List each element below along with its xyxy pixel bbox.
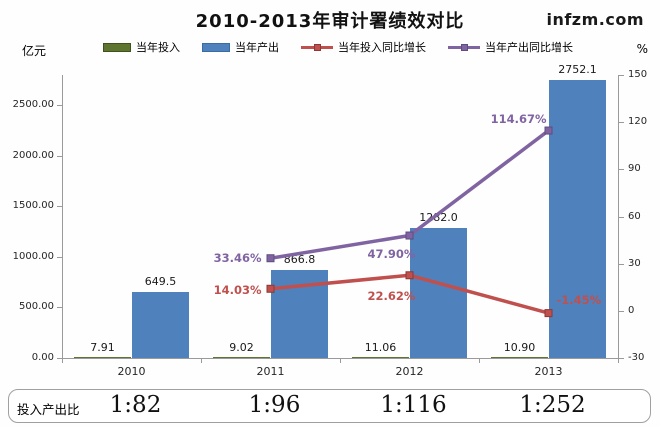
left-axis-unit: 亿元 — [22, 44, 47, 58]
output-bar — [549, 79, 606, 358]
legend-item: 当年产出 — [202, 39, 279, 55]
legend-label: 当年产出同比增长 — [485, 41, 573, 54]
legend-item: 当年产出同比增长 — [448, 39, 573, 55]
x-axis-label: 2012 — [395, 365, 424, 378]
output-growth-label: 114.67% — [490, 111, 547, 126]
legend-line-swatch — [448, 43, 480, 52]
ratio-value: 1:82 — [109, 392, 162, 418]
ratio-value: 1:96 — [248, 392, 301, 418]
legend-label: 当年产出 — [235, 41, 279, 54]
ratio-value: 1:116 — [380, 392, 447, 418]
invest-value-label: 10.90 — [503, 341, 536, 354]
right-axis-tick — [619, 169, 624, 171]
line-marker — [544, 126, 553, 135]
output-value-label: 2752.1 — [558, 62, 597, 76]
left-axis-line — [62, 75, 63, 358]
invest-bar — [352, 356, 409, 358]
invest-growth-label: 22.62% — [367, 289, 416, 304]
left-axis-tick-label: 2500.00 — [12, 99, 54, 111]
left-axis-tick-label: 0.00 — [31, 352, 54, 363]
x-axis-tick — [201, 358, 202, 363]
x-axis-label: 2011 — [256, 365, 285, 378]
ratio-table-box — [8, 389, 651, 423]
legend-bar-swatch — [202, 42, 230, 52]
x-axis-label: 2010 — [117, 365, 146, 378]
line-marker — [266, 254, 275, 263]
left-axis-tick-label: 2000.00 — [12, 149, 54, 161]
right-axis-tick-label: 120 — [628, 116, 648, 128]
right-axis-tick — [619, 75, 624, 76]
right-axis-tick-label: 90 — [628, 163, 641, 175]
left-axis-tick-label: 1500.00 — [12, 200, 54, 212]
right-axis-tick-label: 0 — [628, 304, 635, 316]
left-axis-tick — [57, 105, 62, 107]
right-axis-tick-label: 30 — [628, 257, 641, 269]
invest-growth-label: -1.45% — [556, 293, 602, 308]
left-axis-tick-label: 500.00 — [19, 301, 54, 313]
output-bar — [410, 228, 467, 358]
chart-title: 2010-2013年审计署绩效对比 — [195, 11, 465, 32]
legend-bar-swatch — [103, 42, 131, 52]
legend-marker — [460, 43, 468, 51]
legend-marker — [313, 43, 321, 51]
left-axis-tick-label: 1000.00 — [12, 250, 54, 262]
left-axis-tick — [57, 206, 62, 208]
left-axis-tick — [57, 358, 62, 359]
legend-line-swatch — [301, 43, 333, 52]
right-axis-tick — [619, 263, 624, 265]
invest-value-label: 9.02 — [229, 341, 254, 354]
ratio-value: 1:252 — [519, 392, 586, 418]
right-axis-line — [618, 75, 619, 358]
output-value-label: 866.8 — [283, 253, 316, 267]
ratio-table-label: 投入产出比 — [17, 402, 80, 417]
line-marker — [544, 309, 553, 318]
legend-label: 当年投入 — [136, 41, 180, 54]
legend-item: 当年投入同比增长 — [301, 39, 426, 55]
left-axis-tick — [57, 256, 62, 258]
line-marker — [266, 284, 275, 293]
legend-item: 当年投入 — [103, 39, 180, 55]
line-marker — [405, 271, 414, 280]
right-axis-tick — [619, 310, 624, 312]
output-value-label: 649.5 — [144, 275, 177, 289]
invest-bar — [213, 357, 270, 358]
x-axis-tick — [479, 358, 480, 363]
chart-legend: 当年投入 当年产出 当年投入同比增长 当年产出同比增长 — [60, 39, 616, 55]
invest-value-label: 7.91 — [90, 341, 115, 354]
right-axis-tick — [619, 122, 624, 124]
output-growth-label: 33.46% — [213, 251, 262, 266]
left-axis-tick — [57, 307, 62, 309]
growth-lines-overlay — [266, 126, 553, 318]
legend-label: 当年投入同比增长 — [338, 41, 426, 54]
invest-value-label: 11.06 — [364, 341, 397, 354]
right-axis-tick-label: 150 — [628, 69, 648, 80]
left-axis-tick — [57, 155, 62, 157]
x-axis-tick — [618, 358, 619, 363]
invest-bar — [74, 357, 131, 358]
right-axis-tick-label: -30 — [628, 352, 645, 363]
line-marker — [405, 231, 414, 240]
watermark-infzm: infzm.com — [546, 10, 644, 29]
x-axis-tick — [62, 358, 63, 363]
right-axis-tick — [619, 216, 624, 218]
right-axis-unit: % — [636, 42, 648, 56]
output-bar — [132, 292, 189, 358]
x-axis-label: 2013 — [534, 365, 563, 378]
x-axis-tick — [340, 358, 341, 363]
output-growth-label: 47.90% — [367, 246, 416, 261]
invest-bar — [491, 356, 548, 358]
invest-growth-label: 14.03% — [213, 282, 262, 297]
right-axis-tick — [619, 358, 624, 359]
right-axis-tick-label: 60 — [628, 210, 641, 222]
